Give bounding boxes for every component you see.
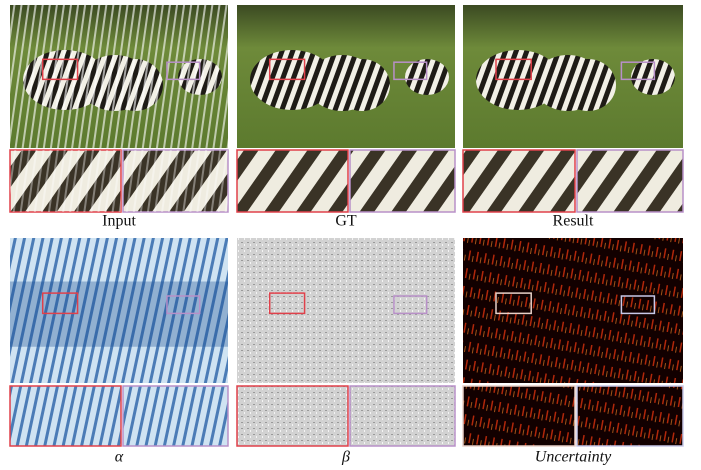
caption: GT bbox=[335, 213, 357, 230]
caption: β bbox=[341, 449, 350, 466]
panel: Input bbox=[10, 5, 228, 230]
zoom-crop bbox=[237, 150, 348, 212]
zoom-crop bbox=[350, 386, 455, 446]
zoom-crop bbox=[577, 386, 683, 446]
rain-overlay bbox=[10, 150, 121, 212]
rain-overlay bbox=[123, 150, 228, 212]
panel: Uncertainty bbox=[463, 238, 683, 466]
figure: Input GT Result α β Uncertainty bbox=[0, 0, 701, 470]
zoom-crop bbox=[463, 150, 575, 212]
zebra bbox=[334, 59, 390, 111]
zoom-crop bbox=[463, 386, 575, 446]
zoom-crop bbox=[577, 150, 683, 212]
zebra bbox=[631, 59, 675, 95]
zebra bbox=[560, 59, 616, 111]
caption: Input bbox=[102, 213, 136, 230]
panel: α bbox=[10, 238, 228, 466]
caption: Uncertainty bbox=[535, 449, 612, 466]
panel: GT bbox=[237, 5, 455, 230]
zoom-crop bbox=[237, 386, 348, 446]
caption: Result bbox=[553, 213, 594, 230]
caption: α bbox=[115, 449, 124, 466]
zoom-crop bbox=[350, 150, 455, 212]
panel: β bbox=[237, 238, 455, 466]
zoom-crop bbox=[123, 386, 228, 446]
zoom-crop bbox=[10, 386, 121, 446]
panel: Result bbox=[463, 5, 683, 230]
